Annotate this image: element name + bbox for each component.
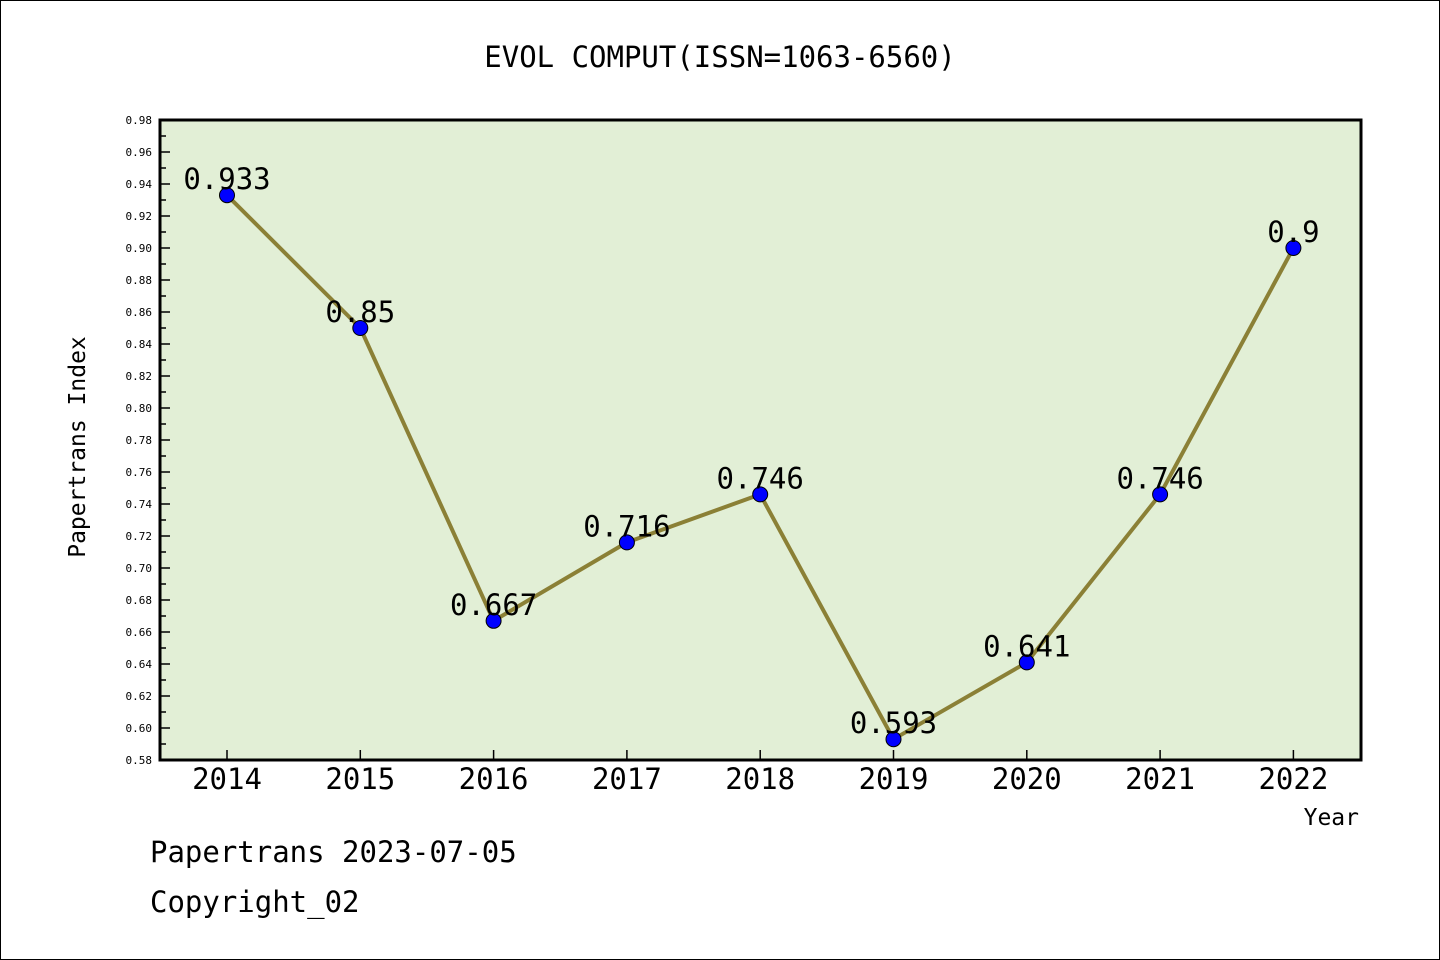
- data-point-marker: [1285, 240, 1302, 256]
- data-label: 0.593: [850, 706, 937, 740]
- y-tick-label: 0.88: [126, 274, 153, 287]
- y-axis-ticks: 0.58 0.60 0.62 0.64 0.66 0.68 0.70 0.72 0.74 0.76…: [126, 114, 170, 767]
- y-tick-label: 0.58: [126, 754, 153, 767]
- series-markers: [219, 187, 1302, 748]
- x-tick-label: 2020: [992, 762, 1062, 796]
- data-label: 0.9: [1267, 215, 1319, 249]
- data-point-marker: [485, 612, 502, 629]
- y-tick-label: 0.70: [126, 562, 153, 575]
- data-point-marker: [1018, 654, 1035, 671]
- data-label: 0.746: [717, 461, 804, 495]
- y-tick-label: 0.74: [126, 498, 153, 511]
- footer-copyright-text: Copyright_02: [150, 885, 360, 919]
- y-tick-label: 0.98: [126, 114, 153, 127]
- x-tick-label: 2014: [192, 762, 262, 796]
- chart-title: EVOL COMPUT(ISSN=1063-6560): [484, 40, 955, 74]
- y-tick-label: 0.78: [126, 434, 153, 447]
- x-tick-label: 2022: [1258, 762, 1328, 796]
- y-tick-label: 0.80: [126, 402, 153, 415]
- x-axis-label: Year: [1304, 805, 1359, 831]
- data-point-marker: [885, 731, 902, 748]
- footer-date-text: Papertrans 2023-07-05: [150, 835, 517, 869]
- x-tick-label: 2017: [592, 762, 662, 796]
- x-tick-label: 2019: [859, 762, 929, 796]
- x-tick-label: 2021: [1125, 762, 1195, 796]
- y-tick-label: 0.90: [126, 242, 153, 255]
- y-tick-label: 0.60: [126, 722, 153, 735]
- y-tick-label: 0.92: [126, 210, 153, 223]
- data-label: 0.933: [183, 162, 270, 196]
- y-tick-label: 0.64: [126, 658, 153, 671]
- data-point-marker: [1152, 486, 1169, 503]
- x-axis-ticks: 2014 2015 2016 2017 2018 2019 2020 2021 2022: [192, 750, 1328, 796]
- data-labels: 0.933 0.85 0.667 0.716 0.746 0.593 0.641 0.746 0…: [183, 162, 1319, 740]
- y-tick-label: 0.72: [126, 530, 153, 543]
- y-tick-label: 0.66: [126, 626, 153, 639]
- y-tick-label: 0.62: [126, 690, 153, 703]
- y-tick-label: 0.86: [126, 306, 153, 319]
- plot-area: [158, 118, 1363, 762]
- y-tick-label: 0.96: [126, 146, 153, 159]
- x-tick-label: 2015: [325, 762, 395, 796]
- data-label: 0.667: [450, 588, 537, 622]
- data-label: 0.641: [983, 629, 1070, 663]
- data-label: 0.85: [325, 295, 395, 329]
- data-point-marker: [752, 486, 769, 503]
- data-label: 0.716: [583, 509, 670, 543]
- y-tick-label: 0.84: [126, 338, 153, 351]
- y-tick-label: 0.68: [126, 594, 153, 607]
- y-tick-label: 0.82: [126, 370, 153, 383]
- y-tick-label: 0.94: [126, 178, 153, 191]
- y-tick-label: 0.76: [126, 466, 153, 479]
- data-label: 0.746: [1116, 461, 1203, 495]
- data-point-marker: [618, 534, 635, 551]
- data-point-marker: [219, 187, 235, 204]
- x-tick-label: 2018: [725, 762, 795, 796]
- y-axis-label: Papertrans Index: [65, 336, 91, 558]
- x-tick-label: 2016: [459, 762, 529, 796]
- data-point-marker: [352, 320, 369, 336]
